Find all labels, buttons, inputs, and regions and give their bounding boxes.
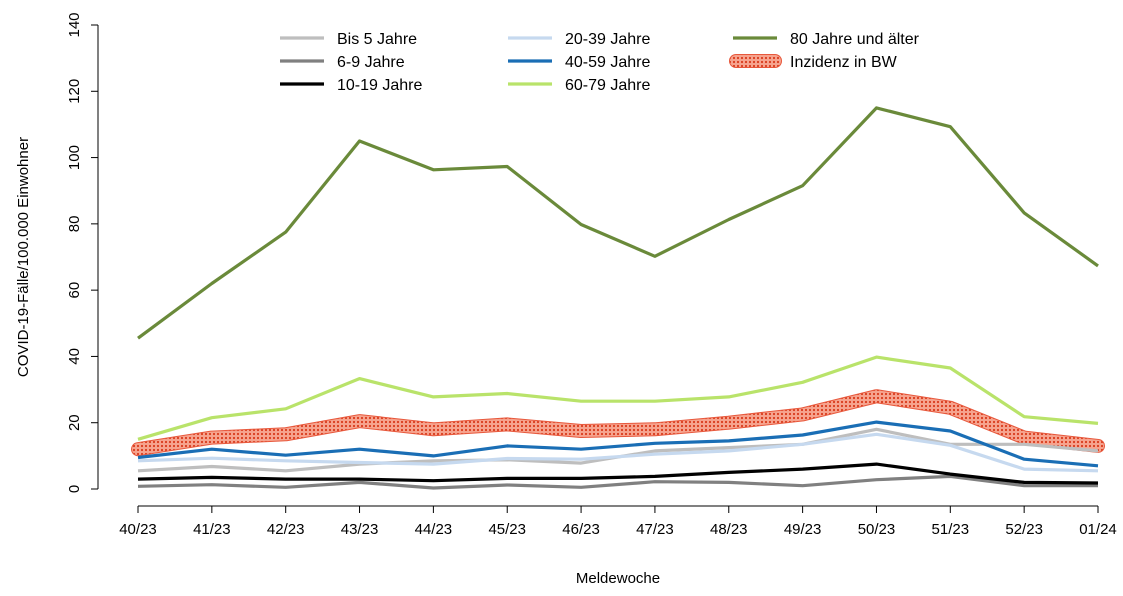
x-tick-label: 45/23 — [488, 521, 526, 538]
y-tick-label: 60 — [66, 282, 83, 299]
legend-label: Inzidenz in BW — [790, 54, 898, 71]
legend-item-bis-5-jahre: Bis 5 Jahre — [280, 31, 417, 48]
legend: Bis 5 Jahre 6-9 Jahre 10-19 Jahre 20-39 Jah… — [280, 31, 920, 94]
x-tick-label: 46/23 — [562, 521, 600, 538]
x-tick-label: 51/23 — [932, 521, 970, 538]
series-80-jahre-und-älter — [137, 106, 1099, 340]
x-tick-label: 49/23 — [784, 521, 822, 538]
series-layer — [131, 106, 1105, 490]
x-tick-label: 42/23 — [267, 521, 305, 538]
legend-label: 20-39 Jahre — [565, 31, 650, 48]
x-tick-label: 52/23 — [1005, 521, 1043, 538]
y-tick-label: 20 — [66, 414, 83, 431]
series-inzidenz-in-bw — [132, 390, 1104, 456]
legend-item-60-79-jahre: 60-79 Jahre — [508, 77, 650, 94]
x-tick-label: 44/23 — [415, 521, 453, 538]
legend-label: Bis 5 Jahre — [337, 31, 417, 48]
x-tick-label: 40/23 — [119, 521, 157, 538]
legend-item-6-9-jahre: 6-9 Jahre — [280, 54, 405, 71]
y-tick-label: 0 — [66, 485, 83, 493]
y-tick-label: 40 — [66, 348, 83, 365]
legend-label: 6-9 Jahre — [337, 54, 405, 71]
legend-item-20-39-jahre: 20-39 Jahre — [508, 31, 650, 48]
series-40-59-jahre — [137, 420, 1099, 468]
x-tick-label: 50/23 — [858, 521, 896, 538]
x-tick-label: 47/23 — [636, 521, 674, 538]
x-tick-label: 48/23 — [710, 521, 748, 538]
legend-item-40-59-jahre: 40-59 Jahre — [508, 54, 650, 71]
legend-label: 60-79 Jahre — [565, 77, 650, 94]
legend-label: 40-59 Jahre — [565, 54, 650, 71]
legend-item-inzidenz-in-bw: Inzidenz in BW — [729, 54, 898, 71]
series-6-9-jahre — [137, 474, 1098, 490]
axes: 40/23 41/23 42/23 43/23 44/23 45/23 46/23 47/23… — [66, 12, 1117, 538]
x-tick-label: 43/23 — [341, 521, 379, 538]
x-axis-title: Meldewoche — [576, 570, 660, 587]
y-tick-label: 100 — [66, 145, 83, 170]
series-10-19-jahre — [137, 462, 1099, 485]
x-tick-label: 41/23 — [193, 521, 231, 538]
series-20-39-jahre — [137, 432, 1099, 473]
series-60-79-jahre — [137, 355, 1099, 441]
legend-label: 10-19 Jahre — [337, 77, 422, 94]
y-axis-title: COVID-19-Fälle/100.000 Einwohner — [15, 137, 32, 377]
y-tick-label: 80 — [66, 216, 83, 233]
y-tick-label: 140 — [66, 12, 83, 37]
legend-label: 80 Jahre und älter — [790, 31, 920, 48]
y-tick-label: 120 — [66, 79, 83, 104]
legend-item-10-19-jahre: 10-19 Jahre — [280, 77, 422, 94]
legend-item-80-jahre-und-älter: 80 Jahre und älter — [733, 31, 920, 48]
x-tick-label: 01/24 — [1079, 521, 1117, 538]
